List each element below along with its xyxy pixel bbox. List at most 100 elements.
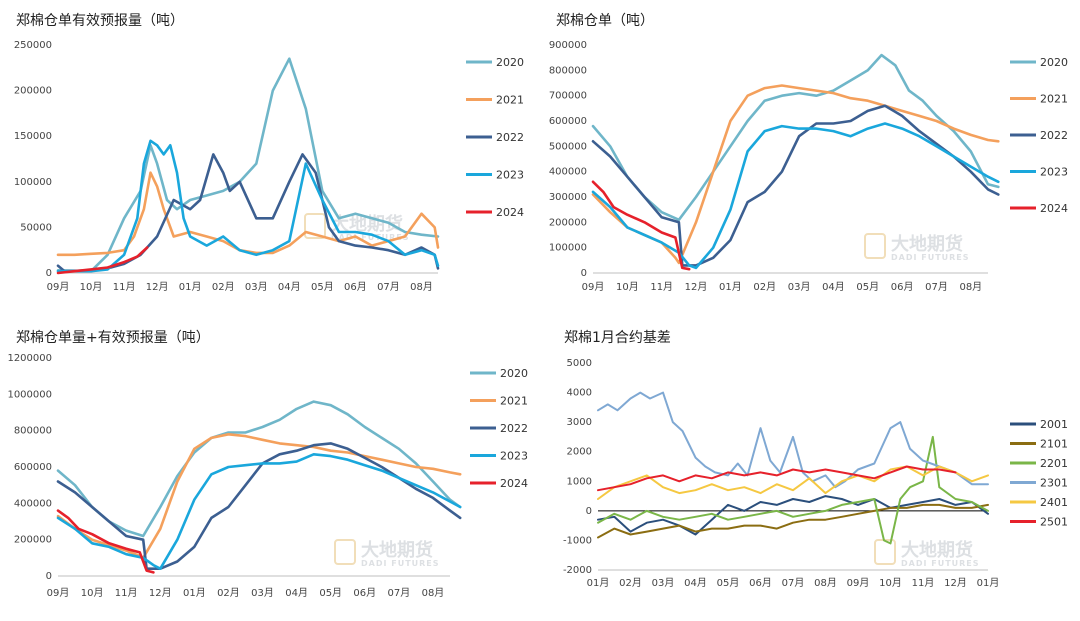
legend-label-2024: 2024 (496, 206, 524, 219)
x-tick-label: 11月 (113, 281, 136, 293)
chart-panel-warrant-plus-forecast: 郑棉仓单量+有效预报量（吨） 1200000 1000000 800000 60000… (0, 318, 540, 617)
chart-title: 郑棉1月合约基差 (564, 329, 671, 346)
y-tick-label: 200000 (549, 217, 587, 228)
y-tick-label: 700000 (549, 91, 587, 102)
series-line-2023 (56, 139, 440, 273)
x-tick-label: 07月 (377, 281, 400, 293)
x-tick-label: 05月 (319, 587, 342, 599)
series-line-2020 (56, 400, 462, 538)
y-tick-label: 1200000 (7, 353, 52, 364)
x-tick-label: 02月 (217, 587, 240, 599)
y-tick-label: 600000 (14, 462, 52, 473)
legend-label-2022: 2022 (500, 422, 528, 435)
x-tick-label: 07月 (925, 281, 948, 293)
x-tick-label: 07月 (388, 587, 411, 599)
watermark-text: 大地期货 (891, 233, 963, 255)
legend-label-2023: 2023 (1040, 166, 1068, 179)
x-tick-label: 08月 (814, 577, 837, 589)
x-tick-label: 10月 (81, 587, 104, 599)
y-tick-label: 5000 (567, 358, 592, 369)
x-tick-label: 01月 (587, 577, 610, 589)
x-tick-label: 05月 (856, 281, 879, 293)
series-line-2021 (56, 433, 462, 560)
x-tick-label: 06月 (353, 587, 376, 599)
x-tick-label: 04月 (684, 577, 707, 589)
y-tick-label: 50000 (20, 222, 52, 233)
x-tick-label: 12月 (146, 281, 169, 293)
series-line-2023 (56, 453, 462, 570)
y-tick-label: 200000 (14, 535, 52, 546)
legend-label-2020: 2020 (500, 367, 528, 380)
y-tick-label: 0 (581, 268, 587, 279)
watermark-logo-icon (874, 539, 896, 565)
x-tick-label: 06月 (891, 281, 914, 293)
watermark-subtext: DADI FUTURES (891, 253, 970, 262)
series-line-2022 (591, 104, 1000, 267)
x-tick-label: 12月 (944, 577, 967, 589)
x-tick-label: 08月 (959, 281, 982, 293)
watermark-subtext: DADI FUTURES (361, 559, 440, 568)
y-tick-label: 1000 (567, 476, 592, 487)
chart-panel-warrant: 郑棉仓单（吨） 900000 800000 700000 600000 500000 40… (540, 0, 1080, 300)
x-tick-label: 07月 (782, 577, 805, 589)
x-tick-label: 03月 (251, 587, 274, 599)
x-tick-label: 04月 (285, 587, 308, 599)
y-tick-label: 100000 (14, 177, 52, 188)
x-tick-label: 01月 (977, 577, 1000, 589)
x-tick-label: 09月 (847, 577, 870, 589)
x-tick-label: 01月 (179, 281, 202, 293)
legend-label-2023: 2023 (500, 450, 528, 463)
chart-c3: 郑棉仓单量+有效预报量（吨） 1200000 1000000 800000 60000… (7, 329, 528, 599)
legend-label-2501: 2501 (1040, 516, 1068, 529)
watermark-text: 大地期货 (901, 539, 973, 561)
x-tick-label: 09月 (582, 281, 605, 293)
x-tick-label: 11月 (912, 577, 935, 589)
series-line-2501 (597, 465, 957, 492)
x-tick-label: 01月 (183, 587, 206, 599)
x-tick-label: 12月 (685, 281, 708, 293)
chart-c1: 郑棉仓单有效预报量（吨） 250000 200000 150000 100000 500… (14, 12, 524, 293)
x-tick-label: 06月 (344, 281, 367, 293)
y-tick-label: 150000 (14, 131, 52, 142)
legend-label-2021: 2021 (1040, 93, 1068, 106)
y-tick-label: 400000 (549, 167, 587, 178)
y-tick-label: 0 (586, 506, 592, 517)
legend-label-2101: 2101 (1040, 438, 1068, 451)
y-tick-label: -1000 (563, 535, 592, 546)
x-tick-label: 10月 (879, 577, 902, 589)
x-tick-label: 05月 (311, 281, 334, 293)
legend-label-2022: 2022 (496, 131, 524, 144)
y-tick-label: 200000 (14, 86, 52, 97)
y-tick-label: 500000 (549, 141, 587, 152)
series-line-2001 (597, 495, 989, 536)
series-line-2023 (591, 122, 1000, 270)
x-tick-label: 08月 (422, 587, 445, 599)
chart-c4: 郑棉1月合约基差 5000 4000 3000 2000 1000 0 -1000 -2000… (563, 329, 1068, 589)
y-tick-label: 2000 (567, 447, 592, 458)
y-tick-label: 900000 (549, 40, 587, 51)
watermark-logo-icon (864, 233, 886, 259)
watermark-logo-icon (334, 539, 356, 565)
x-tick-label: 04月 (278, 281, 301, 293)
x-tick-label: 03月 (788, 281, 811, 293)
y-tick-label: 4000 (567, 388, 592, 399)
x-tick-label: 06月 (749, 577, 772, 589)
x-tick-label: 02月 (619, 577, 642, 589)
legend-label-2021: 2021 (500, 395, 528, 408)
x-tick-label: 02月 (753, 281, 776, 293)
chart-title: 郑棉仓单（吨） (556, 12, 654, 29)
series-line-2301 (597, 391, 989, 489)
legend-label-2022: 2022 (1040, 129, 1068, 142)
y-tick-label: 300000 (549, 192, 587, 203)
series-line-2101 (597, 503, 989, 539)
x-tick-label: 09月 (47, 587, 70, 599)
y-tick-label: 1000000 (7, 389, 52, 400)
legend-label-2024: 2024 (500, 477, 528, 490)
series-line-2201 (597, 435, 989, 545)
chart-title: 郑棉仓单有效预报量（吨） (16, 12, 184, 29)
chart-panel-warrant-forecast: 郑棉仓单有效预报量（吨） 250000 200000 150000 100000 500… (0, 0, 540, 300)
watermark-logo-icon (304, 213, 326, 239)
x-tick-label: 10月 (616, 281, 639, 293)
chart-title: 郑棉仓单量+有效预报量（吨） (16, 329, 210, 346)
legend-label-2301: 2301 (1040, 477, 1068, 490)
